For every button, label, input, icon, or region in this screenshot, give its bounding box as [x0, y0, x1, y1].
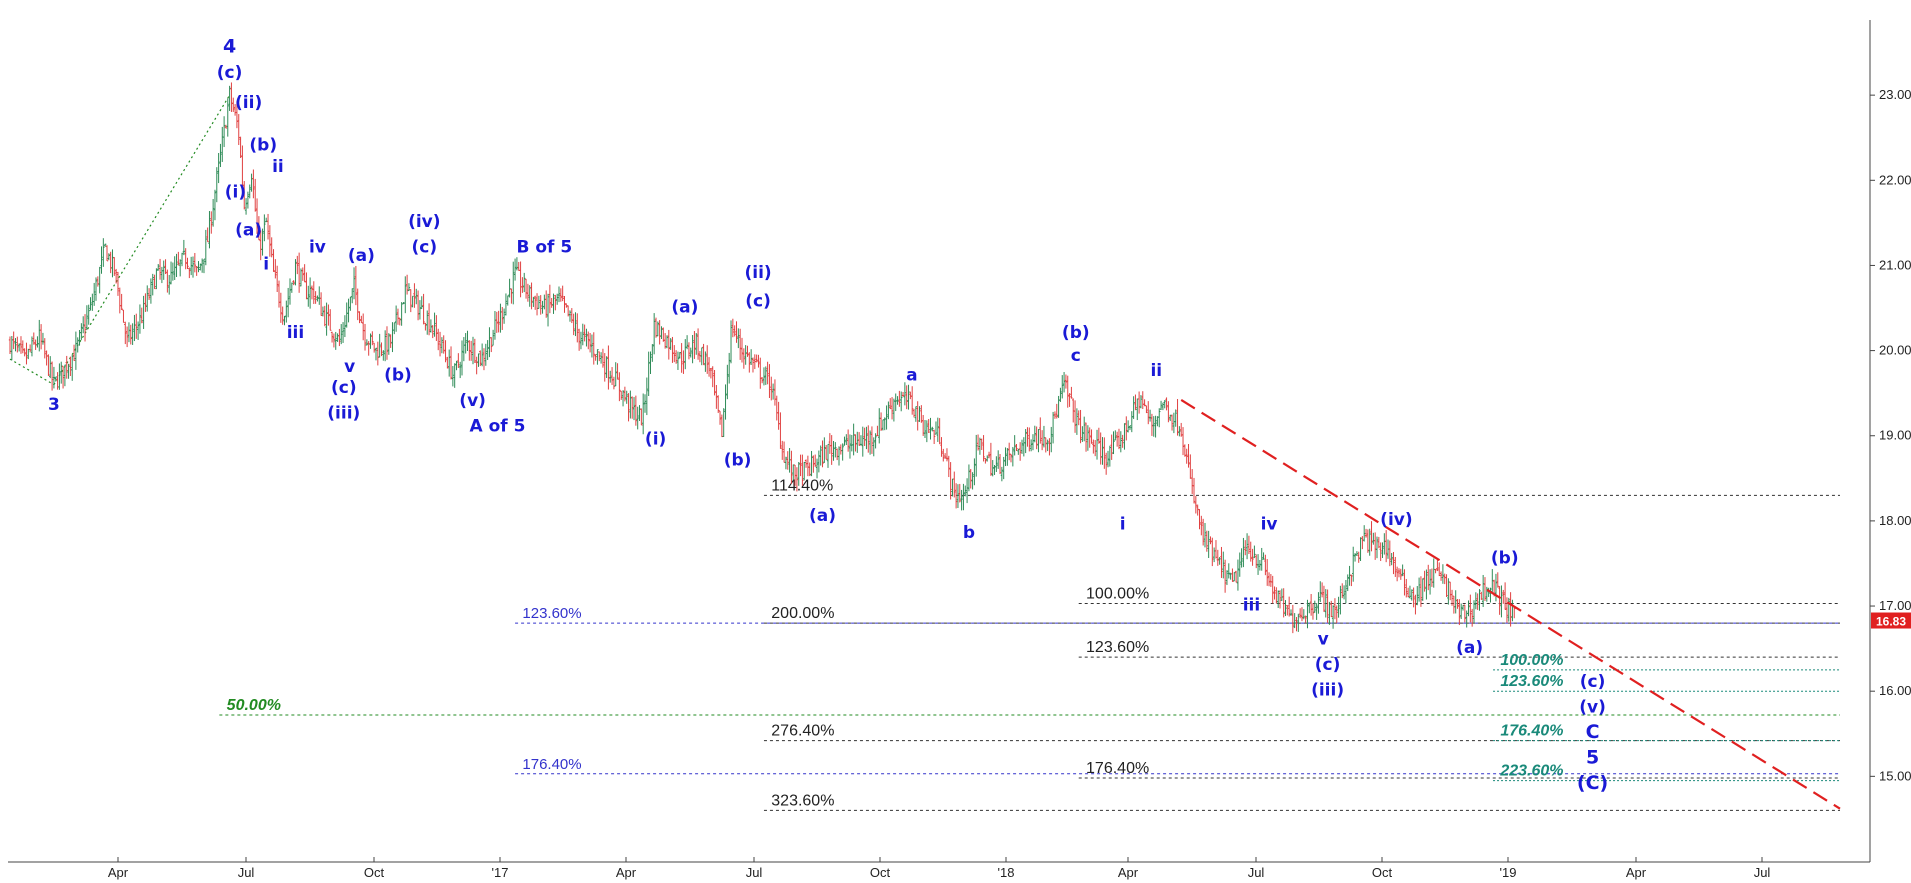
x-tick-label: Apr	[1118, 865, 1139, 880]
y-tick-label: 19.00	[1879, 428, 1911, 443]
fib-level-label: 176.40%	[1086, 760, 1149, 777]
fib-level-label: 100.00%	[1500, 652, 1563, 669]
y-tick-label: 16.00	[1879, 683, 1911, 698]
fib-level-label: 223.60%	[1499, 763, 1563, 780]
axes-layer: 23.00 22.00 21.00 20.00 19.00 18.00 17.00 16.00…	[8, 20, 1911, 880]
x-tick-label: Oct	[870, 865, 891, 880]
wave-label: (b)	[724, 451, 752, 471]
wave-label: (b)	[384, 365, 412, 385]
x-tick-label: Jul	[1248, 865, 1265, 880]
x-tick-label: Oct	[1372, 865, 1393, 880]
y-tick-label: 18.00	[1879, 513, 1911, 528]
wave-label: (i)	[225, 182, 246, 202]
wave-label: (b)	[1062, 323, 1090, 343]
wave-label: (ii)	[745, 263, 772, 283]
wave-label: (a)	[348, 246, 375, 266]
fib-level-label: 176.40%	[1500, 723, 1563, 740]
wave-label: C	[1586, 721, 1600, 743]
wave-label: v	[1318, 629, 1329, 649]
wave-label: (iv)	[408, 212, 440, 232]
fib-level-label: 50.00%	[227, 697, 281, 714]
x-tick-label: Jul	[746, 865, 763, 880]
wave-label: (c)	[1580, 672, 1606, 692]
wave-label: (ii)	[235, 93, 262, 113]
wave-label: (b)	[1491, 548, 1519, 568]
trendline-layer	[1180, 399, 1841, 810]
wave-label: i	[263, 255, 269, 275]
last-price-label: 16.83	[1876, 615, 1906, 629]
y-tick-label: 21.00	[1879, 257, 1911, 272]
x-tick-label: Jul	[238, 865, 255, 880]
wave-connector-line	[9, 358, 55, 386]
wave-label: (c)	[745, 291, 771, 311]
wave-label: 3	[48, 395, 60, 415]
wave-label: 5	[1586, 747, 1599, 769]
wave-label: i	[1120, 514, 1126, 534]
wave-label: (v)	[459, 391, 486, 411]
wave-label: (a)	[671, 297, 698, 317]
x-tick-label: Oct	[364, 865, 385, 880]
wave-label: a	[906, 365, 917, 385]
y-tick-label: 15.00	[1879, 768, 1911, 783]
wave-label: A of 5	[470, 416, 526, 436]
wave-label: (b)	[249, 135, 277, 155]
wave-label: ii	[1150, 361, 1162, 381]
fib-level-label: 100.00%	[1086, 585, 1149, 602]
wave-label: (C)	[1577, 772, 1608, 794]
fib-level-label: 176.40%	[522, 756, 581, 773]
x-tick-label: Apr	[1626, 865, 1647, 880]
wave-label: iv	[309, 238, 326, 258]
wave-label: (c)	[1315, 655, 1341, 675]
fib-level-label: 114.40%	[771, 477, 833, 494]
wave-label: v	[344, 357, 355, 377]
fib-level-label: 200.00%	[771, 605, 834, 622]
wave-label: (a)	[235, 221, 262, 241]
fib-level-label: 123.60%	[1086, 639, 1149, 656]
x-tick-label: '18	[998, 865, 1015, 880]
y-tick-label: 17.00	[1879, 598, 1911, 613]
candles-layer	[8, 82, 1516, 634]
wave-label: (iv)	[1380, 510, 1412, 530]
x-tick-label: '17	[492, 865, 509, 880]
fib-level-label: 276.40%	[771, 723, 834, 740]
fib-level-label: 323.60%	[771, 792, 834, 809]
wave-label: iii	[287, 323, 304, 343]
wave-label: iii	[1243, 595, 1260, 615]
wave-label: (a)	[1456, 638, 1483, 658]
x-tick-label: Apr	[108, 865, 129, 880]
last-price-badge	[1871, 612, 1911, 629]
downtrend-line	[1180, 399, 1841, 810]
y-tick-label: 22.00	[1879, 172, 1911, 187]
wave-label: b	[963, 523, 975, 543]
wave-label: ii	[272, 157, 284, 177]
wave-label: (iii)	[327, 404, 360, 424]
y-tick-label: 23.00	[1879, 87, 1911, 102]
wave-label: c	[1071, 346, 1081, 366]
wave-label: (v)	[1579, 697, 1606, 717]
wave-label: B of 5	[517, 238, 573, 258]
x-tick-label: Apr	[616, 865, 637, 880]
wave-connector-layer	[9, 94, 231, 386]
wave-label: (c)	[331, 378, 357, 398]
x-tick-label: '19	[1500, 865, 1517, 880]
x-tick-label: Jul	[1754, 865, 1771, 880]
fib-level-label: 123.60%	[522, 605, 581, 622]
wave-label: (iii)	[1311, 680, 1344, 700]
wave-label: (c)	[217, 63, 243, 83]
wave-label: iv	[1261, 514, 1278, 534]
wave-label: 4	[223, 36, 236, 58]
fibonacci-levels: 114.40% 100.00% 200.00% 123.60% 123.60% 100.0…	[219, 477, 1840, 811]
wave-label: (i)	[645, 429, 666, 449]
y-tick-label: 20.00	[1879, 343, 1911, 358]
wave-label: (a)	[809, 506, 836, 526]
fib-level-label: 123.60%	[1500, 673, 1563, 690]
wave-label: (c)	[411, 238, 437, 258]
wave-connector-line	[53, 94, 231, 385]
